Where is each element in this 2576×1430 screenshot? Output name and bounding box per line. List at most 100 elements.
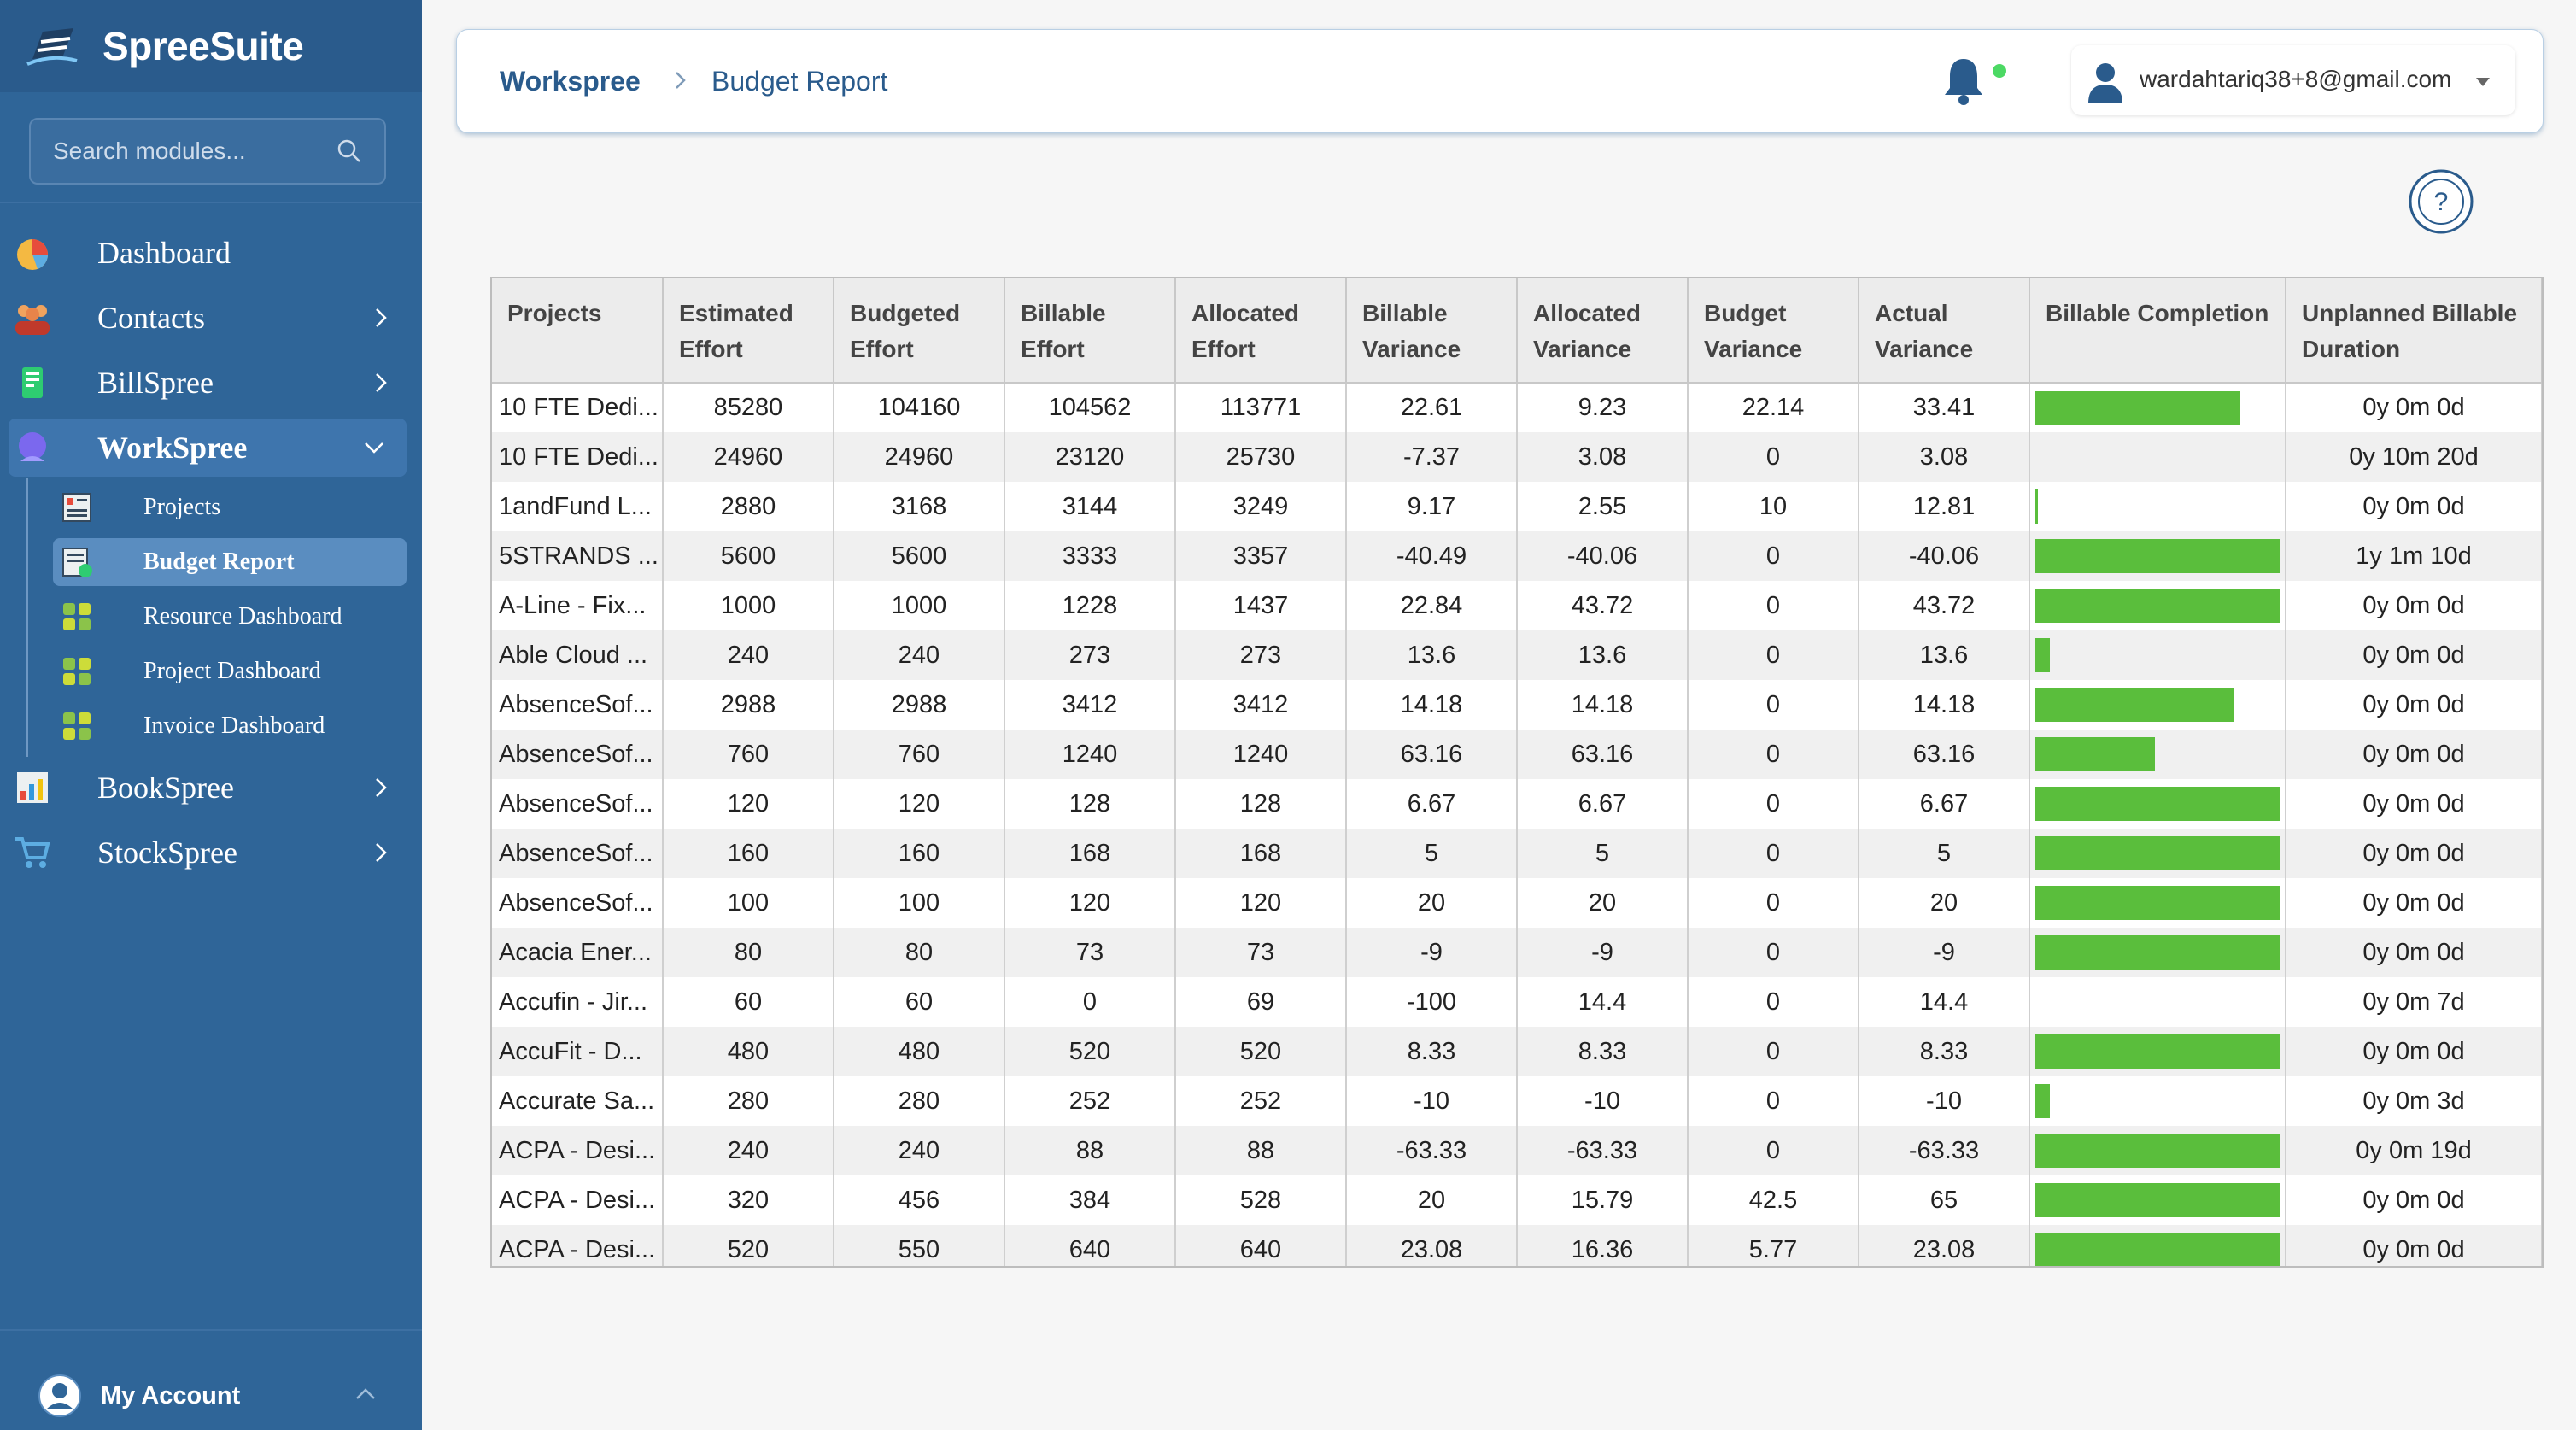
table-cell: -7.37: [1346, 432, 1518, 482]
table-cell: 9.17: [1346, 482, 1518, 531]
table-cell: 73: [1004, 928, 1176, 977]
table-cell: 88: [1175, 1126, 1347, 1175]
table-row[interactable]: AbsenceSof... 120 120 128 128 6.67 6.67 0 6.67 0y…: [492, 779, 2542, 829]
table-row[interactable]: AbsenceSof... 160 160 168 168 5 5 0 5 0y 0m 0d: [492, 829, 2542, 878]
column-header[interactable]: Billable Effort: [1004, 278, 1176, 384]
table-row[interactable]: ACPA - Desi... 240 240 88 88 -63.33 -63.33 0 -63…: [492, 1126, 2542, 1175]
table-cell: 252: [1175, 1076, 1347, 1126]
table-cell: 22.61: [1346, 383, 1518, 432]
sidebar-subitem-project-dashboard[interactable]: Project Dashboard: [53, 648, 407, 695]
my-account[interactable]: My Account: [0, 1329, 422, 1430]
sidebar-subitem-label: Resource Dashboard: [143, 603, 342, 630]
table-row[interactable]: AccuFit - D... 480 480 520 520 8.33 8.33 0 8.33 0…: [492, 1027, 2542, 1076]
completion-bar-track: [2035, 1084, 2280, 1118]
table-row[interactable]: 10 FTE Dedi... 24960 24960 23120 25730 -7.37 3…: [492, 432, 2542, 482]
user-menu[interactable]: wardahtariq38+8@gmail.com: [2071, 45, 2515, 115]
column-header[interactable]: Actual Variance: [1859, 278, 2030, 384]
table-row[interactable]: Accurate Sa... 280 280 252 252 -10 -10 0 -10 0y 0…: [492, 1076, 2542, 1126]
sidebar-subitem-projects[interactable]: Projects: [53, 484, 407, 531]
project-name-cell: Accufin - Jir...: [492, 977, 664, 1027]
caret-down-icon[interactable]: [2476, 78, 2490, 86]
column-header[interactable]: Billable Variance: [1346, 278, 1518, 384]
table-cell: 384: [1004, 1175, 1176, 1225]
table-row[interactable]: A-Line - Fix... 1000 1000 1228 1437 22.84 43.7…: [492, 581, 2542, 630]
column-header[interactable]: Estimated Effort: [663, 278, 834, 384]
table-row[interactable]: 5STRANDS ... 5600 5600 3333 3357 -40.49 -40.06…: [492, 531, 2542, 581]
table-row[interactable]: 1andFund L... 2880 3168 3144 3249 9.17 2.55 10 1…: [492, 482, 2542, 531]
table-cell: 0: [1688, 680, 1859, 730]
breadcrumb-root[interactable]: Workspree: [500, 66, 641, 97]
project-name-cell: 10 FTE Dedi...: [492, 383, 664, 432]
table-cell: 3144: [1004, 482, 1176, 531]
table-row[interactable]: Acacia Ener... 80 80 73 73 -9 -9 0 -9 0y 0m 0d: [492, 928, 2542, 977]
chevron-right-icon[interactable]: [369, 371, 393, 395]
table-cell: 0: [1688, 1126, 1859, 1175]
unplanned-duration-cell: 0y 10m 20d: [2286, 432, 2542, 482]
sidebar-subitem-invoice-dashboard[interactable]: Invoice Dashboard: [53, 702, 407, 750]
table-row[interactable]: AbsenceSof... 2988 2988 3412 3412 14.18 14.18 0…: [492, 680, 2542, 730]
project-name-cell: 1andFund L...: [492, 482, 664, 531]
completion-bar-track: [2035, 737, 2280, 771]
chevron-right-icon[interactable]: [369, 841, 393, 864]
sidebar-item-contacts[interactable]: Contacts: [0, 289, 422, 347]
table-cell: 3333: [1004, 531, 1176, 581]
sidebar-subitem-resource-dashboard[interactable]: Resource Dashboard: [53, 593, 407, 641]
sidebar-item-bookspree[interactable]: BookSpree: [0, 759, 422, 817]
search-input[interactable]: [53, 138, 326, 165]
help-icon[interactable]: ?: [2407, 167, 2475, 236]
table-row[interactable]: ACPA - Desi... 320 456 384 528 20 15.79 42.5 65 0…: [492, 1175, 2542, 1225]
table-cell: 100: [663, 878, 834, 928]
chevron-down-icon[interactable]: [362, 436, 386, 460]
billable-completion-cell: [2029, 1175, 2286, 1225]
table-row[interactable]: Accufin - Jir... 60 60 0 69 -100 14.4 0 14.4 0y 0…: [492, 977, 2542, 1027]
project-name-cell: AbsenceSof...: [492, 680, 664, 730]
column-header[interactable]: Unplanned Billable Duration: [2286, 278, 2542, 384]
dashboard-grid-icon: [63, 603, 91, 630]
table-row[interactable]: Able Cloud ... 240 240 273 273 13.6 13.6 0 13.6 0…: [492, 630, 2542, 680]
sidebar-item-billspree[interactable]: BillSpree: [0, 354, 422, 412]
sidebar-item-dashboard[interactable]: Dashboard: [0, 224, 422, 282]
chevron-up-icon[interactable]: [354, 1382, 378, 1406]
table-cell: 240: [663, 630, 834, 680]
table-cell: 20: [1517, 878, 1689, 928]
table-cell: 550: [834, 1225, 1005, 1266]
unplanned-duration-cell: 0y 0m 0d: [2286, 1027, 2542, 1076]
brand[interactable]: SpreeSuite: [0, 0, 422, 92]
search-box[interactable]: [29, 118, 386, 185]
table-cell: -40.06: [1517, 531, 1689, 581]
unplanned-duration-cell: 0y 0m 7d: [2286, 977, 2542, 1027]
table-cell: 3412: [1175, 680, 1347, 730]
search-icon[interactable]: [337, 138, 362, 164]
chevron-right-icon[interactable]: [369, 776, 393, 800]
completion-bar-fill: [2035, 1084, 2051, 1118]
table-row[interactable]: AbsenceSof... 760 760 1240 1240 63.16 63.16 0 63…: [492, 730, 2542, 779]
column-header[interactable]: Billable Completion: [2029, 278, 2286, 384]
sidebar-item-stockspree[interactable]: StockSpree: [0, 823, 422, 882]
table-row[interactable]: AbsenceSof... 100 100 120 120 20 20 0 20 0y 0m 0d: [492, 878, 2542, 928]
chevron-right-icon[interactable]: [369, 306, 393, 330]
column-header[interactable]: Allocated Variance: [1517, 278, 1689, 384]
column-header[interactable]: Projects: [492, 278, 664, 384]
table-row[interactable]: ACPA - Desi... 520 550 640 640 23.08 16.36 5.77…: [492, 1225, 2542, 1266]
sidebar-subitem-budget-report[interactable]: Budget Report: [53, 538, 407, 586]
completion-bar-track: [2035, 1183, 2280, 1217]
table-cell: 63.16: [1346, 730, 1518, 779]
table-cell: 273: [1175, 630, 1347, 680]
completion-bar-track: [2035, 886, 2280, 920]
table-body: 10 FTE Dedi... 85280 104160 104562 113771 22.…: [492, 383, 2542, 1266]
project-name-cell: Accurate Sa...: [492, 1076, 664, 1126]
table-cell: -63.33: [1346, 1126, 1518, 1175]
table-cell: 640: [1175, 1225, 1347, 1266]
table-row[interactable]: 10 FTE Dedi... 85280 104160 104562 113771 22.…: [492, 383, 2542, 432]
table-cell: 0: [1004, 977, 1176, 1027]
completion-bar-fill: [2035, 390, 2241, 425]
table-cell: 73: [1175, 928, 1347, 977]
completion-bar-track: [2035, 935, 2280, 970]
sidebar-item-workspree[interactable]: WorkSpree: [9, 419, 407, 477]
notification-bell-icon[interactable]: [1938, 54, 1989, 108]
column-header[interactable]: Budgeted Effort: [834, 278, 1005, 384]
completion-bar-fill: [2035, 886, 2280, 920]
column-header[interactable]: Allocated Effort: [1175, 278, 1347, 384]
table-cell: 2.55: [1517, 482, 1689, 531]
column-header[interactable]: Budget Variance: [1688, 278, 1859, 384]
